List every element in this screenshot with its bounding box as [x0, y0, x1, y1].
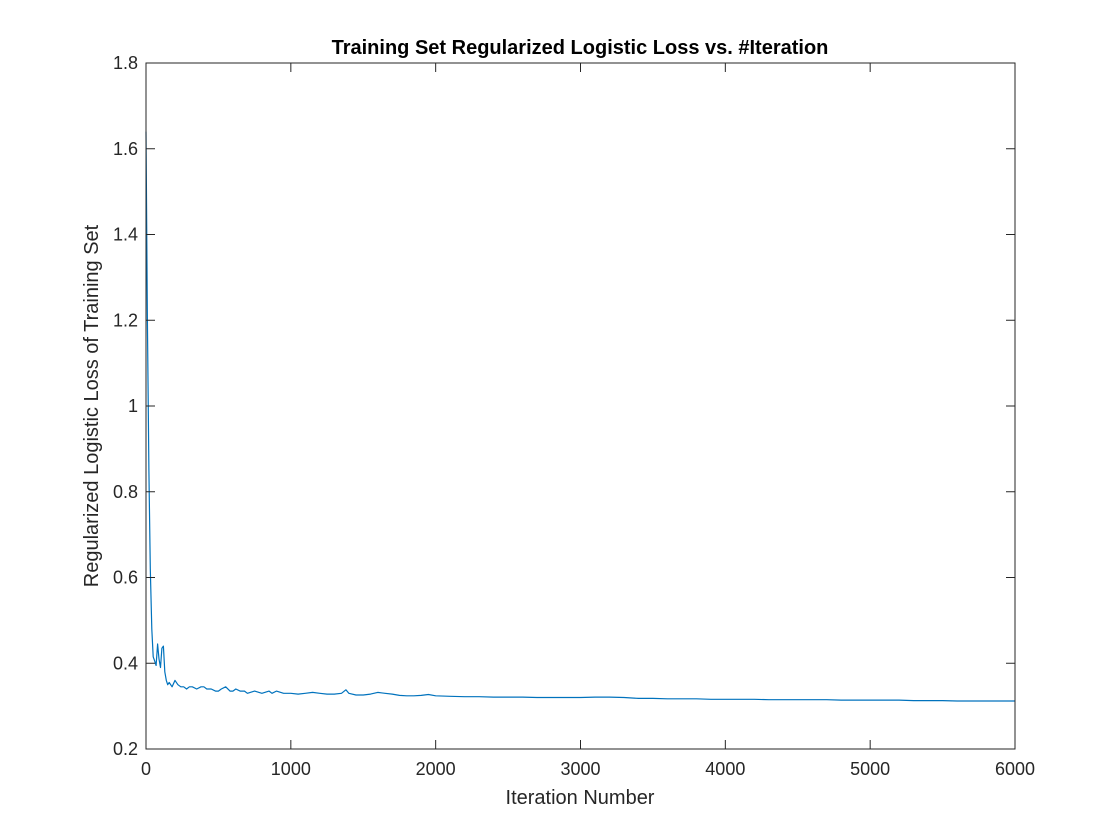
x-tick-label: 4000	[705, 759, 745, 779]
y-tick-label: 0.6	[113, 568, 138, 588]
y-tick-label: 0.8	[113, 482, 138, 502]
y-axis: 0.2 0.4 0.6 0.8 1 1.2 1.4 1.6 1.8	[113, 53, 1015, 759]
chart-title: Training Set Regularized Logistic Loss v…	[332, 37, 829, 59]
x-tick-label: 0	[141, 759, 151, 779]
y-tick-label: 0.2	[113, 739, 138, 759]
plot-area	[146, 63, 1015, 749]
x-tick-label: 5000	[850, 759, 890, 779]
x-tick-label: 6000	[995, 759, 1035, 779]
y-tick-label: 1	[128, 396, 138, 416]
x-tick-label: 3000	[560, 759, 600, 779]
y-tick-label: 1.2	[113, 310, 138, 330]
x-tick-label: 1000	[271, 759, 311, 779]
x-tick-label: 2000	[416, 759, 456, 779]
y-tick-label: 1.6	[113, 139, 138, 159]
x-axis: 0 1000 2000 3000 4000 5000 6000	[141, 63, 1035, 779]
x-axis-label: Iteration Number	[506, 787, 655, 809]
series-layer	[145, 131, 1015, 702]
y-tick-label: 1.8	[113, 53, 138, 73]
y-axis-label: Regularized Logistic Loss of Training Se…	[81, 224, 103, 587]
loss-series-line	[145, 131, 1015, 702]
y-tick-label: 0.4	[113, 653, 138, 673]
y-tick-label: 1.4	[113, 225, 138, 245]
